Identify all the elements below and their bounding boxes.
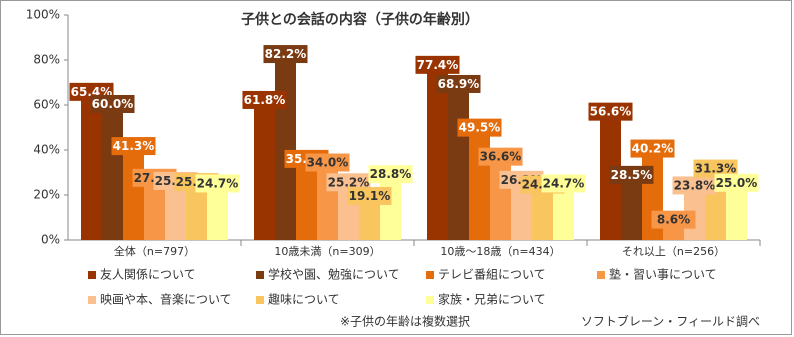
- value-label-box: [242, 90, 287, 109]
- legend-label: 学校や園、勉強について: [268, 267, 400, 282]
- value-label-box: [368, 165, 413, 184]
- value-label-box: [609, 165, 654, 184]
- bar: [448, 84, 469, 240]
- value-label: 36.6%: [480, 150, 522, 164]
- bar: [380, 175, 401, 240]
- value-label-box: [415, 55, 460, 74]
- legend-label: テレビ番組について: [438, 268, 546, 282]
- value-label: 23.8%: [674, 178, 716, 192]
- value-label: 60.0%: [92, 97, 134, 111]
- value-label-box: [672, 176, 717, 195]
- legend-swatch: [88, 271, 96, 279]
- value-label-box: [457, 118, 502, 137]
- bar: [621, 175, 642, 240]
- value-label-box: [111, 137, 156, 156]
- value-label-box: [263, 45, 308, 64]
- value-label-box: [588, 102, 633, 121]
- note: ※子供の年齢は複数選択: [340, 314, 470, 329]
- value-label-box: [541, 174, 586, 193]
- bar: [490, 157, 511, 240]
- value-label: 49.5%: [459, 121, 501, 135]
- bar: [511, 180, 532, 240]
- bar: [165, 181, 186, 240]
- legend-swatch: [597, 271, 605, 279]
- value-label: 24.7%: [543, 176, 585, 190]
- value-label: 8.6%: [657, 213, 690, 227]
- value-label: 19.1%: [349, 189, 391, 203]
- bar: [296, 159, 317, 240]
- y-tick-label: 60%: [33, 98, 60, 112]
- value-label-box: [436, 74, 481, 93]
- legend-label: 趣味について: [268, 292, 340, 307]
- value-label-box: [478, 147, 523, 166]
- legend-label: 塾・習い事について: [609, 267, 717, 282]
- legend-swatch: [256, 271, 264, 279]
- value-label: 77.4%: [417, 58, 459, 72]
- x-tick-label: 10歳未満（n=309）: [274, 245, 380, 258]
- y-tick-label: 40%: [33, 143, 60, 157]
- y-tick-label: 100%: [26, 8, 60, 22]
- y-tick-label: 20%: [33, 188, 60, 202]
- bar: [469, 128, 490, 240]
- legend-swatch: [426, 296, 434, 304]
- bar: [186, 183, 207, 240]
- y-tick-label: 0%: [41, 233, 60, 247]
- value-label: 24.7%: [197, 176, 239, 190]
- legend-swatch: [426, 271, 434, 279]
- value-label: 28.8%: [370, 167, 412, 181]
- bar: [275, 55, 296, 240]
- bar: [102, 105, 123, 240]
- legend-label: 家族・兄弟について: [438, 292, 546, 307]
- value-label: 82.2%: [265, 47, 307, 61]
- value-label-box: [347, 187, 392, 206]
- value-label: 41.3%: [113, 139, 155, 153]
- value-label-box: [90, 95, 135, 113]
- legend-label: 友人関係について: [100, 268, 196, 282]
- bar: [123, 147, 144, 240]
- value-label: 40.2%: [632, 142, 674, 156]
- legend-label: 映画や本、音楽について: [100, 292, 232, 307]
- bar: [207, 184, 228, 240]
- value-label-box: [195, 174, 240, 193]
- source: ソフトブレーン・フィールド調べ: [581, 314, 760, 329]
- bar: [427, 65, 448, 240]
- bar: [144, 178, 165, 240]
- y-tick-label: 80%: [33, 53, 60, 67]
- value-label: 31.3%: [695, 162, 737, 176]
- value-label: 56.6%: [590, 105, 632, 119]
- value-label-box: [714, 173, 759, 192]
- value-label: 28.5%: [611, 168, 653, 182]
- value-label-box: [693, 159, 738, 178]
- value-label-box: [326, 173, 371, 192]
- bar: [81, 92, 102, 240]
- value-label-box: [630, 139, 675, 158]
- value-label-box: [651, 210, 696, 229]
- value-label: 68.9%: [438, 77, 480, 91]
- x-tick-label: それ以上（n=256）: [622, 245, 725, 258]
- bar: [553, 184, 574, 240]
- value-label-box: [305, 153, 350, 172]
- bar: [254, 100, 275, 240]
- value-label: 61.8%: [244, 93, 286, 107]
- value-label: 25.0%: [716, 176, 758, 190]
- value-label: 34.0%: [307, 156, 349, 170]
- value-label: 25.2%: [328, 175, 370, 189]
- x-tick-label: 10歳～18歳（n=434）: [440, 245, 560, 258]
- chart-title: 子供との会話の内容（子供の年齢別）: [241, 11, 479, 28]
- bar: [532, 185, 553, 240]
- bar: [726, 183, 747, 240]
- x-tick-label: 全体（n=797）: [114, 244, 195, 258]
- legend-swatch: [256, 296, 264, 304]
- bar: [359, 197, 380, 240]
- legend-swatch: [88, 296, 96, 304]
